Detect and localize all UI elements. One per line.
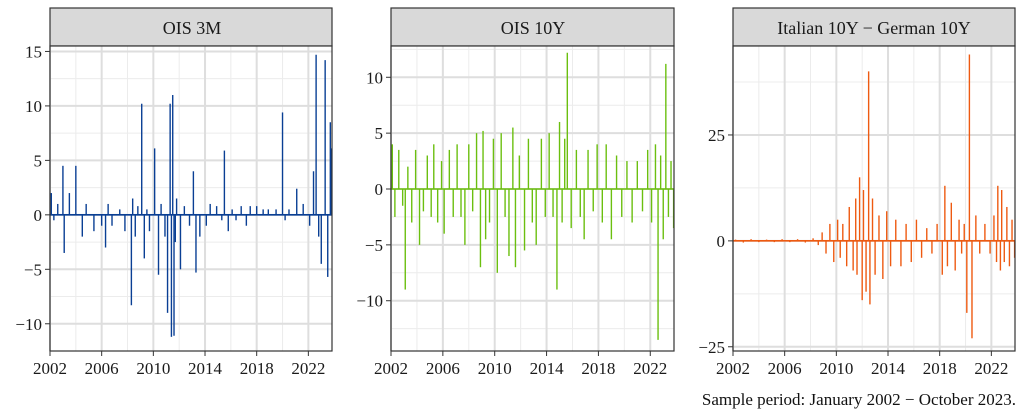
y-tick-label: 15: [25, 42, 42, 61]
plot-background: [733, 46, 1015, 351]
y-tick-label: 25: [708, 126, 725, 145]
panel-title: OIS 10Y: [501, 18, 566, 38]
x-tick-label: 2014: [871, 359, 906, 378]
plot-background: [50, 46, 332, 351]
x-tick-label: 2018: [581, 359, 615, 378]
x-tick-label: 2006: [85, 359, 119, 378]
y-tick-label: 5: [34, 151, 43, 170]
x-tick-label: 2006: [426, 359, 460, 378]
panel-border: [732, 45, 1016, 352]
x-tick-label: 2018: [923, 359, 957, 378]
y-tick-label: 0: [717, 232, 726, 251]
y-tick-label: −25: [698, 338, 725, 357]
y-tick-label: 10: [366, 68, 383, 87]
x-tick-label: 2022: [633, 359, 667, 378]
y-tick-label: −5: [24, 260, 42, 279]
x-tick-label: 2018: [240, 359, 274, 378]
y-tick-label: 5: [375, 124, 384, 143]
gridlines: [49, 46, 332, 352]
x-tick-label: 2014: [530, 359, 565, 378]
series-bars: [50, 54, 333, 337]
strip-header: [390, 7, 675, 47]
panel-1: OIS 3M −10 −5 0 5 10 15 2002 2006 2010 2014 2018 202…: [15, 7, 333, 378]
y-tick-label: −10: [15, 315, 42, 334]
panel-title: OIS 3M: [163, 18, 222, 38]
x-tick-label: 2022: [291, 359, 325, 378]
x-tick-label: 2002: [374, 359, 408, 378]
panel-border: [49, 45, 333, 352]
x-tick-label: 2022: [974, 359, 1008, 378]
panel-3: Italian 10Y − German 10Y −25 0 25 2002 2006 20…: [698, 7, 1016, 378]
panel-border: [390, 45, 675, 352]
y-tick-label: 0: [375, 180, 384, 199]
x-tick-label: 2010: [819, 359, 853, 378]
panel-title: Italian 10Y − German 10Y: [777, 18, 970, 38]
x-tick-label: 2002: [716, 359, 750, 378]
series-bars: [734, 54, 1016, 339]
y-tick-label: −5: [365, 236, 383, 255]
x-tick-label: 2014: [188, 359, 223, 378]
y-tick-label: −10: [356, 292, 383, 311]
series-bars: [391, 52, 675, 340]
x-tick-label: 2010: [136, 359, 170, 378]
y-tick-label: 0: [34, 206, 43, 225]
x-tick-label: 2010: [478, 359, 512, 378]
strip-header: [732, 7, 1016, 47]
x-tick-label: 2006: [768, 359, 802, 378]
y-tick-label: 10: [25, 97, 42, 116]
caption: Sample period: January 2002 − October 20…: [701, 390, 1016, 409]
panel-2: OIS 10Y −10 −5 0 5 10 2002 2006 2010 2014 2018 2022: [356, 7, 675, 378]
x-tick-label: 2002: [33, 359, 67, 378]
strip-header: [49, 7, 333, 47]
